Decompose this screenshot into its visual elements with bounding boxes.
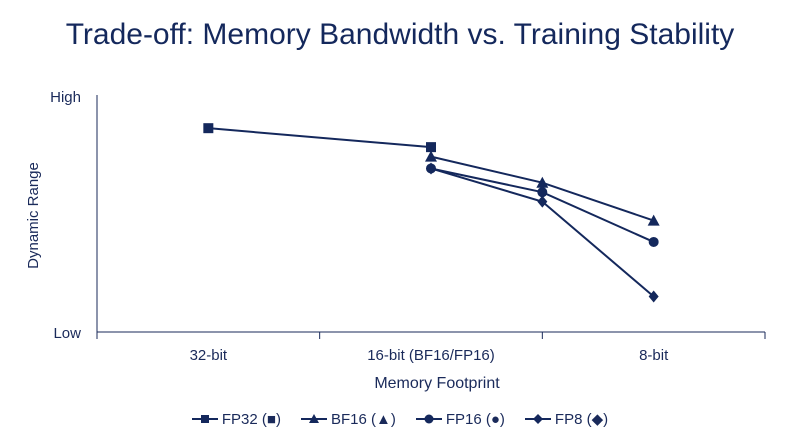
data-point-triangle — [536, 176, 549, 188]
y-axis-label: Dynamic Range — [25, 162, 42, 269]
legend-item-diamond: FP8 (◆) — [524, 410, 609, 428]
legend-swatch-circle — [415, 414, 442, 424]
legend-swatch-triangle — [300, 414, 327, 423]
y-tick-label-high: High — [50, 89, 81, 106]
x-tick-label: 8-bit — [639, 347, 669, 364]
chart-legend: FP32 (■) BF16 (▲) FP16 (●) FP8 (◆) — [0, 410, 800, 428]
legend-item-triangle: BF16 (▲) — [300, 410, 396, 428]
x-axis-label: Memory Footprint — [374, 375, 500, 392]
data-point-diamond — [648, 290, 659, 303]
legend-label: FP16 (●) — [445, 410, 505, 428]
data-point-triangle — [425, 150, 437, 162]
legend-item-circle: FP16 (●) — [415, 410, 505, 428]
data-point-diamond — [537, 195, 548, 208]
series-line-square — [208, 127, 432, 149]
data-point-diamond — [426, 162, 436, 175]
data-point-square — [203, 123, 214, 134]
chart-title: Trade-off: Memory Bandwidth vs. Training… — [65, 18, 735, 51]
legend-label: FP32 (■) — [221, 410, 281, 428]
data-point-square — [426, 142, 436, 153]
y-tick-label-low: Low — [53, 325, 81, 342]
data-point-circle — [648, 236, 659, 247]
legend-swatch-diamond — [524, 414, 551, 424]
data-point-triangle — [647, 214, 660, 226]
legend-label: FP8 (◆) — [554, 411, 609, 428]
x-tick-label: 32-bit — [190, 347, 228, 364]
legend-item-square: FP32 (■) — [191, 410, 281, 428]
x-tick-label: 16-bit (BF16/FP16) — [367, 347, 495, 364]
data-point-circle — [537, 187, 548, 198]
legend-label: BF16 (▲) — [330, 410, 396, 428]
legend-swatch-square — [191, 415, 218, 423]
